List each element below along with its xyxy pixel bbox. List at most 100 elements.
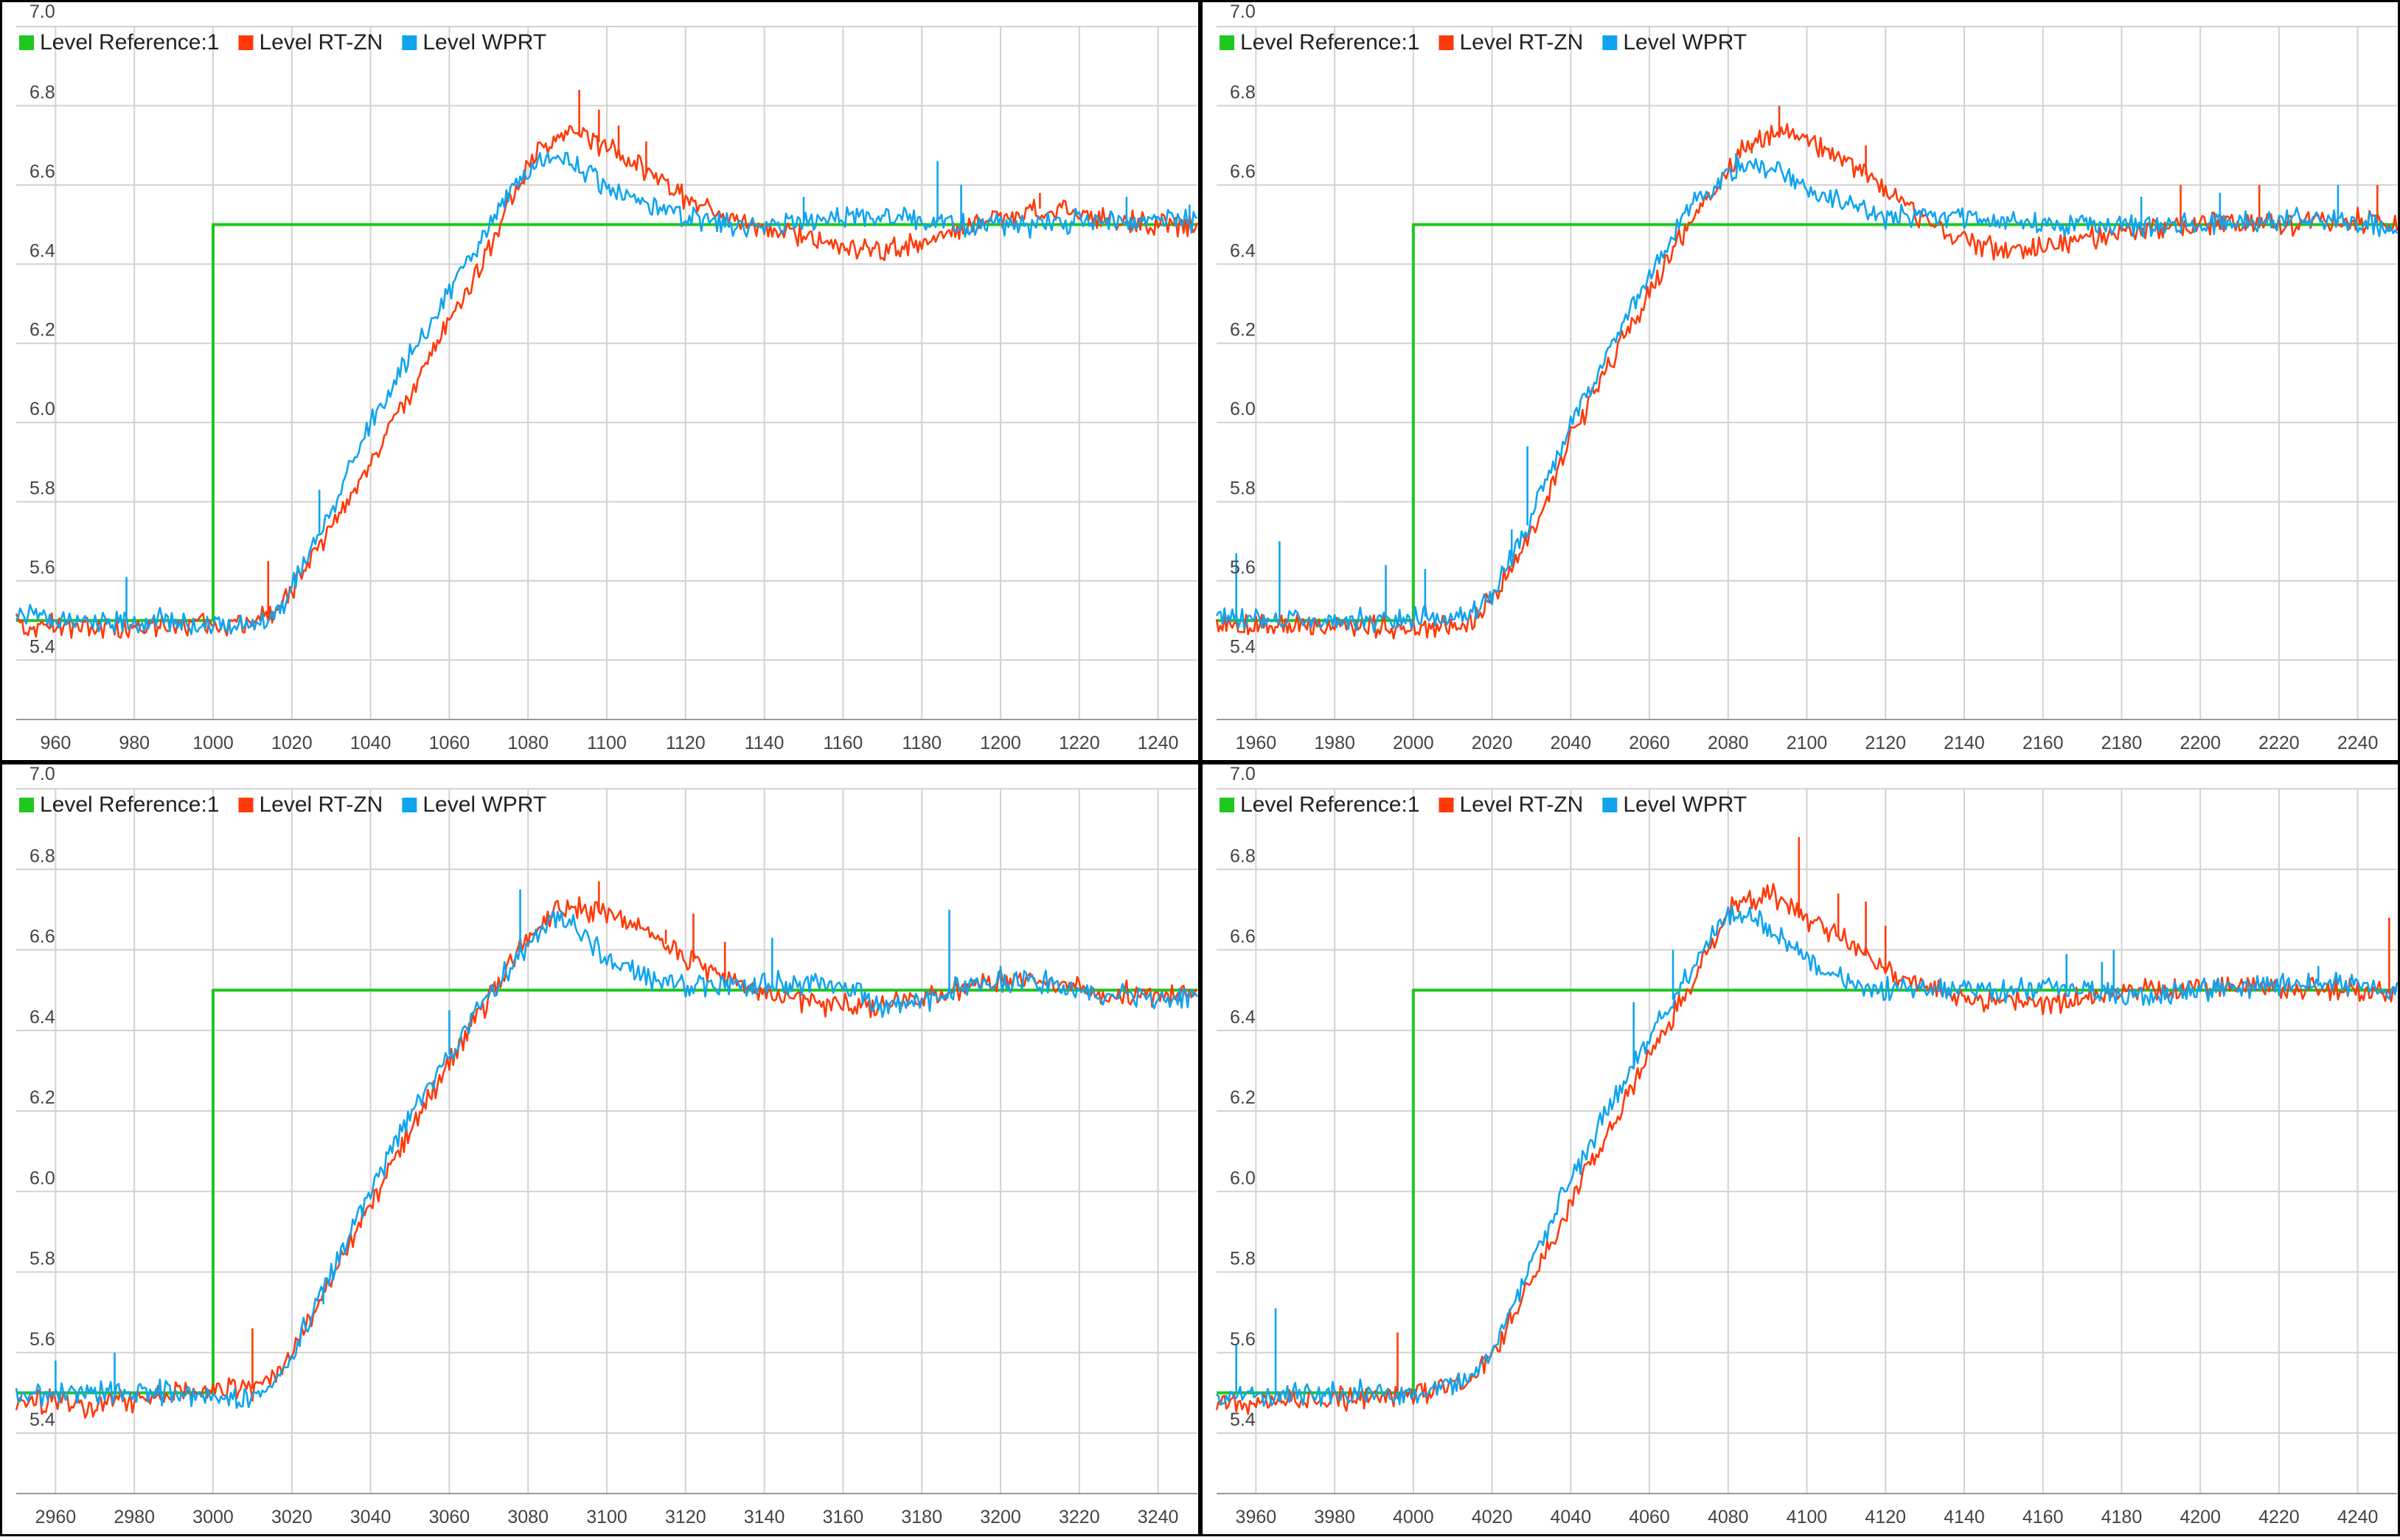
- x-tick-label: 1100: [587, 733, 627, 753]
- x-tick-label: 2200: [2180, 733, 2221, 753]
- x-tick-label: 1040: [350, 733, 392, 753]
- legend-swatch-reference: [1220, 798, 1234, 812]
- x-tick-label: 3980: [1314, 1507, 1355, 1527]
- x-tick-label: 3960: [1236, 1507, 1277, 1527]
- chart-svg: 5.4 5.6 5.8 6.0 6.2 6.4 6.6 6.8 7.0 960 980 1000 102…: [0, 0, 1200, 762]
- legend-label-reference: Level Reference:1: [40, 792, 220, 817]
- x-tick-label: 2000: [1393, 733, 1434, 753]
- legend-swatch-wprt: [402, 798, 417, 812]
- x-tick-label: 3000: [192, 1507, 234, 1527]
- legend-label-wprt: Level WPRT: [422, 30, 546, 55]
- y-tick-label: 5.8: [1230, 1249, 1256, 1269]
- x-tick-label: 2220: [2258, 733, 2300, 753]
- x-tick-label: 4080: [1708, 1507, 1749, 1527]
- legend-swatch-reference: [1220, 35, 1234, 50]
- x-tick-label: 3020: [271, 1507, 313, 1527]
- x-tick-label: 3220: [1059, 1507, 1100, 1527]
- x-tick-label: 4160: [2022, 1507, 2064, 1527]
- x-tick-label: 2980: [114, 1507, 155, 1527]
- y-tick-label: 6.8: [1230, 82, 1256, 102]
- chart-panel-bottom-right: 5.4 5.6 5.8 6.0 6.2 6.4 6.6 6.8 7.0 3960 3980 4000 4…: [1200, 762, 2400, 1536]
- y-tick-label: 5.6: [29, 1329, 55, 1350]
- x-tick-label: 3060: [429, 1507, 470, 1527]
- x-tick-label: 3100: [586, 1507, 627, 1527]
- x-tick-label: 2140: [1944, 733, 1985, 753]
- x-tick-label: 4060: [1629, 1507, 1670, 1527]
- x-tick-label: 3160: [823, 1507, 864, 1527]
- legend-swatch-rtzn: [1439, 798, 1454, 812]
- series-line-wprt: [15, 910, 1199, 1410]
- x-tick-label: 4040: [1550, 1507, 1591, 1527]
- x-tick-label: 2120: [1865, 733, 1906, 753]
- legend-label-reference: Level Reference:1: [40, 30, 220, 55]
- legend-swatch-reference: [19, 35, 34, 50]
- y-tick-label: 6.2: [29, 1087, 55, 1108]
- y-tick-label: 6.0: [29, 1168, 55, 1188]
- y-tick-label: 6.4: [29, 1007, 55, 1028]
- x-tick-label: 1140: [745, 733, 785, 753]
- legend-label-rtzn: Level RT-ZN: [1460, 792, 1584, 817]
- series-line-wprt: [1215, 157, 2399, 633]
- x-tick-label: 3240: [1138, 1507, 1179, 1527]
- y-tick-label: 5.6: [1230, 1329, 1256, 1350]
- x-tick-label: 1160: [824, 733, 863, 753]
- y-tick-label: 6.8: [1230, 846, 1256, 866]
- y-tick-label: 5.4: [29, 1410, 55, 1430]
- y-tick-label: 6.6: [1230, 927, 1256, 947]
- y-tick-label: 6.2: [1230, 1087, 1256, 1108]
- chart-svg: 5.4 5.6 5.8 6.0 6.2 6.4 6.6 6.8 7.0 1960 1980 2000 2…: [1200, 0, 2400, 762]
- legend-swatch-rtzn: [1439, 35, 1454, 50]
- x-tick-label: 960: [41, 733, 72, 753]
- chart-panel-top-left: 5.4 5.6 5.8 6.0 6.2 6.4 6.6 6.8 7.0 960 980 1000 102…: [0, 0, 1200, 762]
- x-tick-label: 2240: [2337, 733, 2379, 753]
- x-tick-label: 1980: [1314, 733, 1355, 753]
- legend-swatch-rtzn: [238, 798, 254, 812]
- x-tick-label: 1960: [1236, 733, 1277, 753]
- x-tick-label: 3140: [744, 1507, 785, 1527]
- x-tick-label: 3120: [665, 1507, 706, 1527]
- series-line-reference: [16, 223, 1197, 622]
- x-tick-label: 2180: [2101, 733, 2143, 753]
- chart-frame: [0, 0, 1200, 762]
- y-tick-label: 6.6: [1230, 161, 1256, 182]
- x-tick-label: 1120: [666, 733, 706, 753]
- x-tick-label: 2040: [1550, 733, 1591, 753]
- legend-label-rtzn: Level RT-ZN: [260, 792, 383, 817]
- x-tick-label: 1200: [980, 733, 1021, 753]
- x-tick-label: 1180: [902, 733, 942, 753]
- x-tick-label: 4140: [1944, 1507, 1985, 1527]
- chart-panel-top-right: 5.4 5.6 5.8 6.0 6.2 6.4 6.6 6.8 7.0 1960 1980 2000 2…: [1200, 0, 2400, 762]
- y-tick-label: 5.6: [29, 557, 55, 578]
- legend-label-reference: Level Reference:1: [1240, 792, 1420, 817]
- y-tick-label: 5.4: [29, 636, 55, 657]
- x-tick-label: 3040: [350, 1507, 392, 1527]
- y-tick-label: 6.0: [1230, 399, 1256, 419]
- y-tick-label: 5.4: [1230, 1410, 1256, 1430]
- legend-label-wprt: Level WPRT: [1623, 792, 1747, 817]
- x-tick-label: 1240: [1138, 733, 1179, 753]
- chart-svg: 5.4 5.6 5.8 6.0 6.2 6.4 6.6 6.8 7.0 2960 2980 3000 3…: [0, 762, 1200, 1536]
- x-tick-label: 1080: [507, 733, 549, 753]
- x-tick-label: 4020: [1472, 1507, 1513, 1527]
- chart-frame: [1200, 0, 2400, 762]
- chart-panel-bottom-left: 5.4 5.6 5.8 6.0 6.2 6.4 6.6 6.8 7.0 2960 2980 3000 3…: [0, 762, 1200, 1536]
- y-tick-label: 5.4: [1230, 636, 1256, 657]
- x-tick-label: 3200: [980, 1507, 1021, 1527]
- y-tick-label: 6.8: [29, 846, 55, 866]
- x-tick-label: 2020: [1472, 733, 1513, 753]
- legend-swatch-wprt: [1602, 798, 1618, 812]
- x-tick-label: 2060: [1629, 733, 1670, 753]
- y-tick-label: 6.4: [1230, 1007, 1256, 1028]
- x-tick-label: 1220: [1059, 733, 1100, 753]
- series-line-wprt: [15, 151, 1198, 635]
- y-tick-label: 5.8: [29, 478, 55, 499]
- x-tick-label: 2960: [35, 1507, 77, 1527]
- chart-svg: 5.4 5.6 5.8 6.0 6.2 6.4 6.6 6.8 7.0 3960 3980 4000 4…: [1200, 762, 2400, 1536]
- x-tick-label: 2160: [2022, 733, 2064, 753]
- x-tick-label: 1060: [429, 733, 470, 753]
- x-tick-label: 3080: [507, 1507, 549, 1527]
- y-tick-label: 6.8: [29, 82, 55, 102]
- x-tick-label: 2080: [1708, 733, 1749, 753]
- x-tick-label: 2100: [1787, 733, 1828, 753]
- legend-swatch-rtzn: [238, 35, 254, 50]
